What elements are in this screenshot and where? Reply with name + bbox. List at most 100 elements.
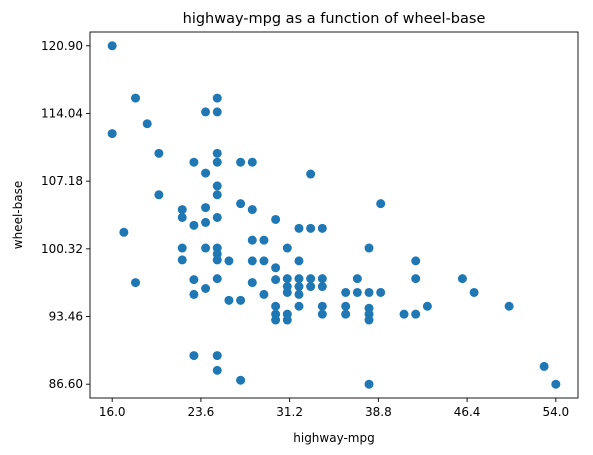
data-point bbox=[248, 205, 257, 214]
data-point bbox=[189, 275, 198, 284]
data-point bbox=[189, 351, 198, 360]
data-point bbox=[213, 149, 222, 158]
data-point bbox=[306, 224, 315, 233]
data-point bbox=[411, 274, 420, 283]
data-point bbox=[213, 366, 222, 375]
data-point bbox=[131, 94, 140, 103]
data-point bbox=[423, 302, 432, 311]
data-point bbox=[154, 190, 163, 199]
data-point bbox=[318, 310, 327, 319]
data-point bbox=[306, 282, 315, 291]
data-point bbox=[108, 41, 117, 50]
data-point bbox=[259, 290, 268, 299]
data-point bbox=[470, 288, 479, 297]
data-point bbox=[400, 310, 409, 319]
data-point bbox=[341, 310, 350, 319]
data-point bbox=[283, 316, 292, 325]
data-point bbox=[353, 288, 362, 297]
data-point bbox=[201, 284, 210, 293]
data-point bbox=[411, 256, 420, 265]
data-point bbox=[318, 274, 327, 283]
data-point bbox=[213, 274, 222, 283]
data-point bbox=[213, 94, 222, 103]
data-point bbox=[318, 282, 327, 291]
data-point bbox=[376, 288, 385, 297]
x-axis-label: highway-mpg bbox=[293, 431, 374, 445]
data-point bbox=[271, 302, 280, 311]
data-point bbox=[248, 236, 257, 245]
data-point bbox=[365, 288, 374, 297]
data-point bbox=[213, 190, 222, 199]
data-point bbox=[294, 256, 303, 265]
y-tick-label: 114.04 bbox=[41, 106, 83, 120]
x-tick-label: 54.0 bbox=[542, 405, 569, 419]
data-point bbox=[283, 244, 292, 253]
data-point bbox=[341, 302, 350, 311]
data-point bbox=[143, 119, 152, 128]
data-point bbox=[119, 228, 128, 237]
data-point bbox=[271, 263, 280, 272]
data-point bbox=[294, 282, 303, 291]
data-point bbox=[201, 244, 210, 253]
data-point bbox=[294, 224, 303, 233]
data-point bbox=[341, 288, 350, 297]
x-tick-label: 38.8 bbox=[365, 405, 392, 419]
data-point bbox=[505, 302, 514, 311]
data-point bbox=[213, 107, 222, 116]
data-point bbox=[178, 244, 187, 253]
data-point bbox=[236, 158, 245, 167]
data-point bbox=[213, 181, 222, 190]
data-point bbox=[365, 380, 374, 389]
data-point bbox=[189, 158, 198, 167]
data-point bbox=[178, 213, 187, 222]
x-tick-label: 23.6 bbox=[188, 405, 215, 419]
data-point bbox=[411, 310, 420, 319]
y-tick-label: 120.90 bbox=[41, 39, 83, 53]
data-point bbox=[201, 169, 210, 178]
data-point bbox=[271, 310, 280, 319]
data-point bbox=[201, 107, 210, 116]
data-point bbox=[178, 205, 187, 214]
data-point bbox=[178, 255, 187, 264]
y-axis-label: wheel-base bbox=[11, 181, 25, 249]
data-point bbox=[236, 296, 245, 305]
data-point bbox=[213, 255, 222, 264]
data-point bbox=[236, 376, 245, 385]
data-point bbox=[248, 256, 257, 265]
data-point bbox=[248, 158, 257, 167]
data-point bbox=[306, 274, 315, 283]
data-point bbox=[189, 221, 198, 230]
data-point bbox=[540, 362, 549, 371]
x-tick-label: 16.0 bbox=[99, 405, 126, 419]
data-point bbox=[131, 278, 140, 287]
data-point bbox=[283, 274, 292, 283]
data-point bbox=[213, 213, 222, 222]
data-point bbox=[201, 218, 210, 227]
data-point bbox=[236, 199, 245, 208]
y-tick-label: 93.46 bbox=[49, 310, 83, 324]
y-tick-label: 100.32 bbox=[41, 242, 83, 256]
data-point bbox=[376, 199, 385, 208]
data-point bbox=[306, 170, 315, 179]
data-point bbox=[294, 274, 303, 283]
data-point bbox=[271, 275, 280, 284]
data-point bbox=[365, 244, 374, 253]
data-point bbox=[294, 302, 303, 311]
data-point bbox=[108, 129, 117, 138]
data-point bbox=[248, 278, 257, 287]
data-point bbox=[224, 256, 233, 265]
data-point bbox=[213, 351, 222, 360]
data-point bbox=[259, 256, 268, 265]
data-point bbox=[353, 274, 362, 283]
data-point bbox=[259, 236, 268, 245]
data-point bbox=[213, 158, 222, 167]
x-tick-label: 46.4 bbox=[454, 405, 481, 419]
data-point bbox=[458, 274, 467, 283]
data-point bbox=[189, 290, 198, 299]
data-point bbox=[283, 288, 292, 297]
data-point bbox=[551, 380, 560, 389]
data-point bbox=[318, 302, 327, 311]
data-point bbox=[224, 296, 233, 305]
data-point bbox=[294, 290, 303, 299]
